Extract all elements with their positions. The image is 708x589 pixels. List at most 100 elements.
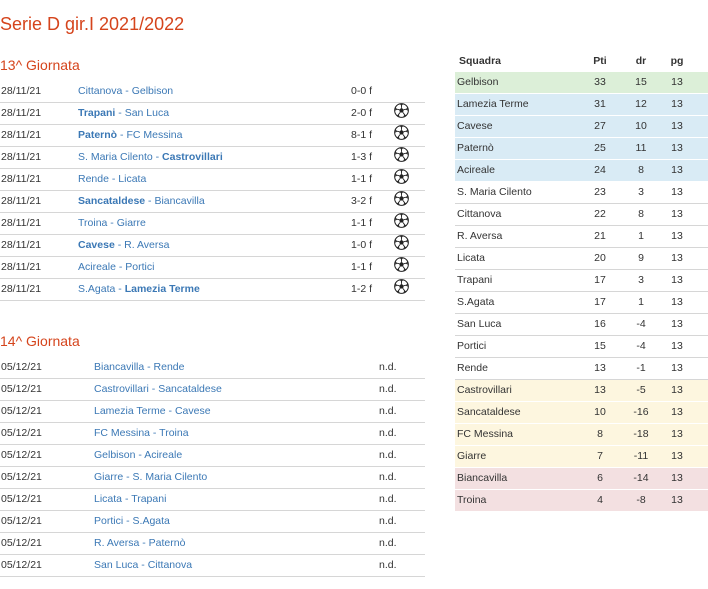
team-name: FC Messina xyxy=(457,428,514,440)
team-points: 13 xyxy=(594,384,606,396)
soccer-ball-icon[interactable] xyxy=(394,169,409,184)
team-played: 13 xyxy=(671,340,683,352)
team-points: 20 xyxy=(594,252,606,264)
match-link[interactable]: R. Aversa - Paternò xyxy=(94,533,185,554)
home-team: Acireale xyxy=(78,261,116,273)
match-link[interactable]: Portici - S.Agata xyxy=(94,511,170,532)
standings-row: Biancavilla 6 -14 13 xyxy=(455,468,708,490)
page-title: Serie D gir.I 2021/2022 xyxy=(0,14,185,34)
team-name: Biancavilla xyxy=(457,472,508,484)
match-link[interactable]: Troina - Giarre xyxy=(78,213,146,234)
home-team: Cittanova xyxy=(78,85,123,97)
team-name: Giarre xyxy=(457,450,487,462)
team-goal-difference: -1 xyxy=(636,362,646,374)
match-date: 28/11/21 xyxy=(1,173,42,185)
standings-row: San Luca 16 -4 13 xyxy=(455,314,708,336)
match-link[interactable]: San Luca - Cittanova xyxy=(94,555,192,576)
standings-row: Giarre 7 -11 13 xyxy=(455,446,708,468)
match-row: 05/12/21 Portici - S.Agata n.d. xyxy=(0,511,425,533)
match-date: 05/12/21 xyxy=(1,515,42,527)
match-link[interactable]: Cavese - R. Aversa xyxy=(78,235,169,256)
team-goal-difference: 1 xyxy=(638,230,644,242)
team-goal-difference: 10 xyxy=(635,120,647,132)
match-link[interactable]: Castrovillari - Sancataldese xyxy=(94,379,222,400)
away-team: Rende xyxy=(153,361,185,373)
team-separator: - xyxy=(117,129,127,141)
home-team: FC Messina xyxy=(94,427,151,439)
team-name: Trapani xyxy=(457,274,493,286)
match-score: n.d. xyxy=(379,383,397,395)
team-separator: - xyxy=(139,537,149,549)
match-link[interactable]: Licata - Trapani xyxy=(94,489,166,510)
away-team: FC Messina xyxy=(126,129,183,141)
team-played: 13 xyxy=(671,384,683,396)
team-separator: - xyxy=(123,515,133,527)
away-team: Sancataldese xyxy=(158,383,222,395)
team-goal-difference: 3 xyxy=(638,274,644,286)
team-separator: - xyxy=(123,471,133,483)
team-separator: - xyxy=(115,261,126,273)
home-team: Giarre xyxy=(94,471,124,483)
match-link[interactable]: Trapani - San Luca xyxy=(78,103,169,124)
soccer-ball-icon[interactable] xyxy=(394,279,409,294)
team-name: San Luca xyxy=(457,318,502,330)
match-date: 05/12/21 xyxy=(1,471,42,483)
match-score: 2-0 f xyxy=(351,107,373,119)
away-team: Lamezia Terme xyxy=(124,283,200,295)
home-team: Lamezia Terme xyxy=(94,405,166,417)
match-row: 05/12/21 R. Aversa - Paternò n.d. xyxy=(0,533,425,555)
standings-row: S.Agata 17 1 13 xyxy=(455,292,708,314)
match-date: 05/12/21 xyxy=(1,493,42,505)
soccer-ball-icon[interactable] xyxy=(394,147,409,162)
match-date: 05/12/21 xyxy=(1,405,42,417)
match-score: n.d. xyxy=(379,493,397,505)
match-date: 28/11/21 xyxy=(1,129,42,141)
soccer-ball-icon[interactable] xyxy=(394,213,409,228)
team-played: 13 xyxy=(671,494,683,506)
away-team: Portici xyxy=(125,261,155,273)
round-13-match-list: 28/11/21 Cittanova - Gelbison 0-0 f 28/11/2… xyxy=(0,81,425,301)
match-link[interactable]: Giarre - S. Maria Cilento xyxy=(94,467,207,488)
away-team: Acireale xyxy=(144,449,183,461)
away-team: Cavese xyxy=(174,405,211,417)
match-date: 05/12/21 xyxy=(1,559,42,571)
match-row: 28/11/21 S. Maria Cilento - Castrovillari… xyxy=(0,147,425,169)
match-link[interactable]: S.Agata - Lamezia Terme xyxy=(78,279,200,300)
standings-row: Paternò 25 11 13 xyxy=(455,138,708,160)
team-played: 13 xyxy=(671,472,683,484)
team-goal-difference: -11 xyxy=(633,450,649,462)
soccer-ball-icon[interactable] xyxy=(394,103,409,118)
match-link[interactable]: Biancavilla - Rende xyxy=(94,357,185,378)
soccer-ball-icon[interactable] xyxy=(394,125,409,140)
team-name: S.Agata xyxy=(457,296,495,308)
round-14-match-list: 05/12/21 Biancavilla - Rende n.d. 05/12/21 C… xyxy=(0,357,425,577)
soccer-ball-icon[interactable] xyxy=(394,235,409,250)
match-link[interactable]: Acireale - Portici xyxy=(78,257,154,278)
match-link[interactable]: Lamezia Terme - Cavese xyxy=(94,401,211,422)
match-row: 05/12/21 Castrovillari - Sancataldese n.d. xyxy=(0,379,425,401)
team-goal-difference: -8 xyxy=(636,494,646,506)
match-link[interactable]: Gelbison - Acireale xyxy=(94,445,182,466)
match-link[interactable]: FC Messina - Troina xyxy=(94,423,189,444)
team-goal-difference: -14 xyxy=(633,472,649,484)
team-goal-difference: 9 xyxy=(638,252,644,264)
match-link[interactable]: Sancataldese - Biancavilla xyxy=(78,191,205,212)
team-points: 23 xyxy=(594,186,606,198)
soccer-ball-icon[interactable] xyxy=(394,191,409,206)
match-link[interactable]: Cittanova - Gelbison xyxy=(78,81,173,102)
soccer-ball-icon[interactable] xyxy=(394,257,409,272)
team-points: 33 xyxy=(594,76,606,88)
match-row: 28/11/21 S.Agata - Lamezia Terme 1-2 f xyxy=(0,279,425,301)
match-link[interactable]: Paternò - FC Messina xyxy=(78,125,182,146)
match-link[interactable]: S. Maria Cilento - Castrovillari xyxy=(78,147,223,168)
match-score: 1-0 f xyxy=(351,239,373,251)
home-team: S. Maria Cilento xyxy=(78,151,153,163)
match-date: 05/12/21 xyxy=(1,361,42,373)
home-team: R. Aversa xyxy=(94,537,140,549)
team-played: 13 xyxy=(671,450,683,462)
match-link[interactable]: Rende - Licata xyxy=(78,169,146,190)
team-separator: - xyxy=(144,361,154,373)
team-played: 13 xyxy=(671,428,683,440)
standings-row: R. Aversa 21 1 13 xyxy=(455,226,708,248)
match-score: 0-0 f xyxy=(351,85,373,97)
